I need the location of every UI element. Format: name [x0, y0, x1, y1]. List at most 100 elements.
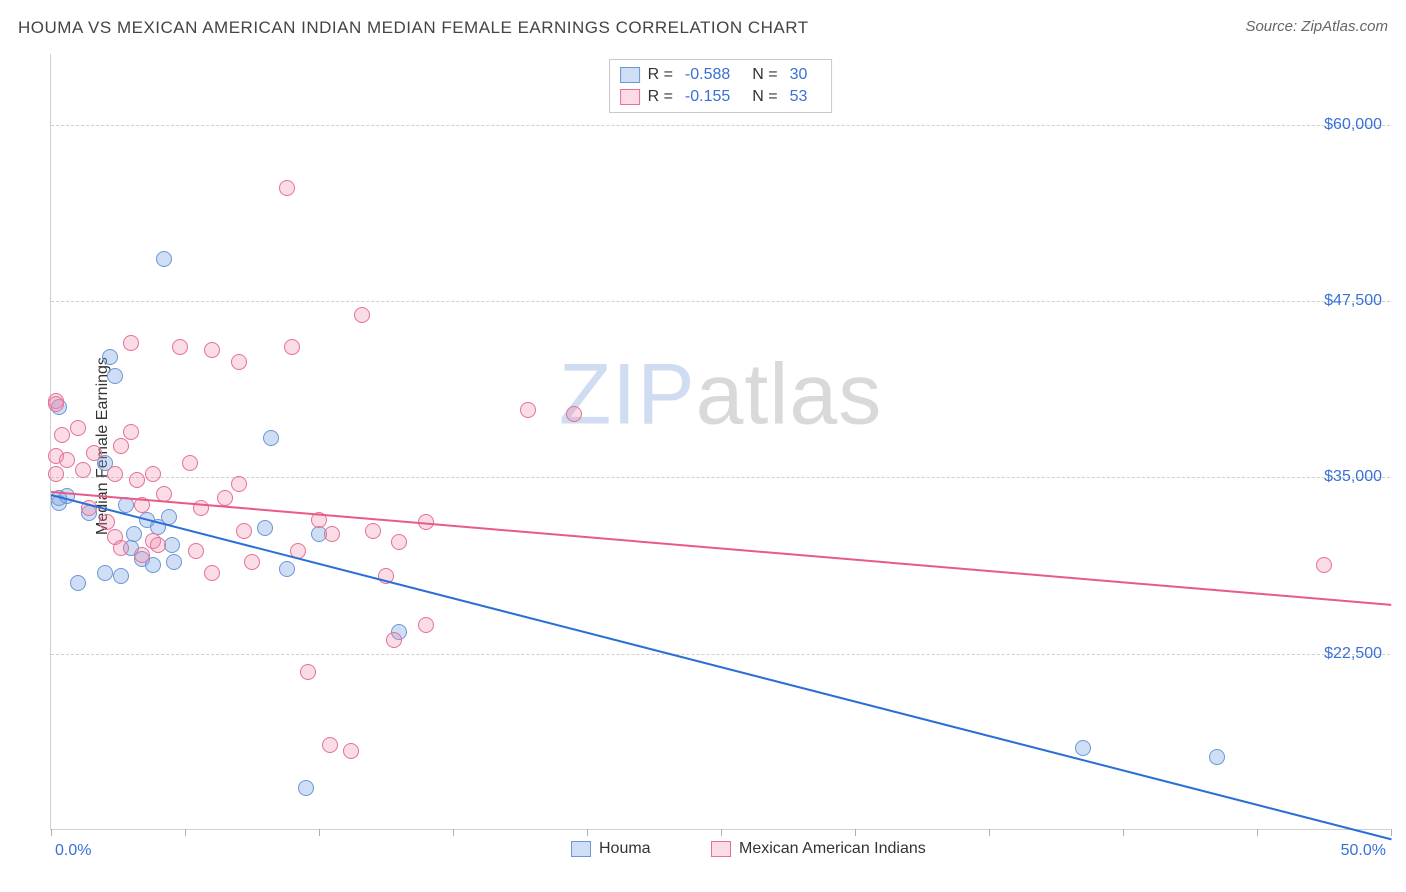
x-tick — [989, 829, 990, 836]
scatter-point — [217, 490, 233, 506]
scatter-point — [324, 526, 340, 542]
legend-series-name: Houma — [599, 840, 651, 858]
houma-n-value: 30 — [790, 66, 808, 84]
scatter-point — [113, 540, 129, 556]
legend-row-houma: R = -0.588 N = 30 — [620, 64, 822, 86]
houma-r-value: -0.588 — [685, 66, 730, 84]
scatter-point — [107, 368, 123, 384]
scatter-point — [70, 575, 86, 591]
houma-swatch-icon — [620, 67, 640, 83]
scatter-point — [102, 349, 118, 365]
scatter-point — [1316, 557, 1332, 573]
legend-r-label-2: R = — [648, 88, 673, 106]
scatter-point — [150, 537, 166, 553]
chart-title: HOUMA VS MEXICAN AMERICAN INDIAN MEDIAN … — [18, 18, 809, 38]
legend-series-name: Mexican American Indians — [739, 840, 926, 858]
scatter-point — [156, 251, 172, 267]
scatter-point — [75, 462, 91, 478]
y-tick-label: $22,500 — [1324, 645, 1382, 663]
x-tick — [855, 829, 856, 836]
scatter-point — [343, 743, 359, 759]
watermark-zip: ZIP — [559, 347, 696, 443]
scatter-point — [188, 543, 204, 559]
mexican-n-value: 53 — [790, 88, 808, 106]
trend-line — [51, 494, 1391, 840]
y-tick-label: $47,500 — [1324, 292, 1382, 310]
trend-line — [51, 491, 1391, 606]
x-tick — [185, 829, 186, 836]
bottom-legend-item: Mexican American Indians — [711, 840, 926, 858]
scatter-point — [172, 339, 188, 355]
scatter-point — [300, 664, 316, 680]
x-tick — [721, 829, 722, 836]
scatter-point — [97, 565, 113, 581]
scatter-point — [113, 438, 129, 454]
scatter-point — [263, 430, 279, 446]
legend-n-label: N = — [752, 66, 777, 84]
scatter-point — [59, 452, 75, 468]
x-tick — [319, 829, 320, 836]
scatter-point — [54, 427, 70, 443]
scatter-point — [284, 339, 300, 355]
scatter-point — [1075, 740, 1091, 756]
scatter-point — [145, 466, 161, 482]
scatter-point — [279, 180, 295, 196]
bottom-legend-item: Houma — [571, 840, 651, 858]
legend-row-mexican: R = -0.155 N = 53 — [620, 86, 822, 108]
x-tick — [1391, 829, 1392, 836]
scatter-point — [204, 342, 220, 358]
scatter-point — [231, 354, 247, 370]
gridline — [51, 654, 1390, 655]
scatter-point — [566, 406, 582, 422]
scatter-point — [418, 617, 434, 633]
scatter-point — [365, 523, 381, 539]
x-axis-label: 50.0% — [1341, 842, 1386, 860]
scatter-point — [48, 466, 64, 482]
scatter-point — [86, 445, 102, 461]
scatter-point — [1209, 749, 1225, 765]
mexican-r-value: -0.155 — [685, 88, 730, 106]
y-tick-label: $35,000 — [1324, 468, 1382, 486]
legend-swatch-icon — [711, 841, 731, 857]
scatter-point — [113, 568, 129, 584]
chart-header: HOUMA VS MEXICAN AMERICAN INDIAN MEDIAN … — [18, 18, 1388, 38]
scatter-point — [244, 554, 260, 570]
scatter-point — [107, 466, 123, 482]
watermark-atlas: atlas — [696, 347, 883, 443]
legend-r-label: R = — [648, 66, 673, 84]
legend-swatch-icon — [571, 841, 591, 857]
scatter-point — [322, 737, 338, 753]
scatter-point — [298, 780, 314, 796]
gridline — [51, 301, 1390, 302]
x-tick — [1257, 829, 1258, 836]
scatter-point — [354, 307, 370, 323]
source-attribution: Source: ZipAtlas.com — [1245, 18, 1388, 35]
scatter-point — [48, 396, 64, 412]
scatter-point — [182, 455, 198, 471]
scatter-point — [231, 476, 247, 492]
scatter-point — [70, 420, 86, 436]
gridline — [51, 477, 1390, 478]
gridline — [51, 125, 1390, 126]
scatter-point — [123, 424, 139, 440]
legend-n-label-2: N = — [752, 88, 777, 106]
scatter-point — [236, 523, 252, 539]
y-tick-label: $60,000 — [1324, 116, 1382, 134]
scatter-point — [257, 520, 273, 536]
scatter-point — [129, 472, 145, 488]
scatter-chart: ZIPatlas R = -0.588 N = 30 R = -0.155 N … — [50, 54, 1390, 830]
scatter-point — [134, 547, 150, 563]
watermark: ZIPatlas — [559, 346, 882, 445]
scatter-point — [520, 402, 536, 418]
correlation-legend: R = -0.588 N = 30 R = -0.155 N = 53 — [609, 59, 833, 113]
x-tick — [1123, 829, 1124, 836]
x-tick — [587, 829, 588, 836]
scatter-point — [166, 554, 182, 570]
x-tick — [51, 829, 52, 836]
scatter-point — [279, 561, 295, 577]
scatter-point — [204, 565, 220, 581]
scatter-point — [391, 534, 407, 550]
x-axis-label: 0.0% — [55, 842, 91, 860]
scatter-point — [123, 335, 139, 351]
mexican-swatch-icon — [620, 89, 640, 105]
